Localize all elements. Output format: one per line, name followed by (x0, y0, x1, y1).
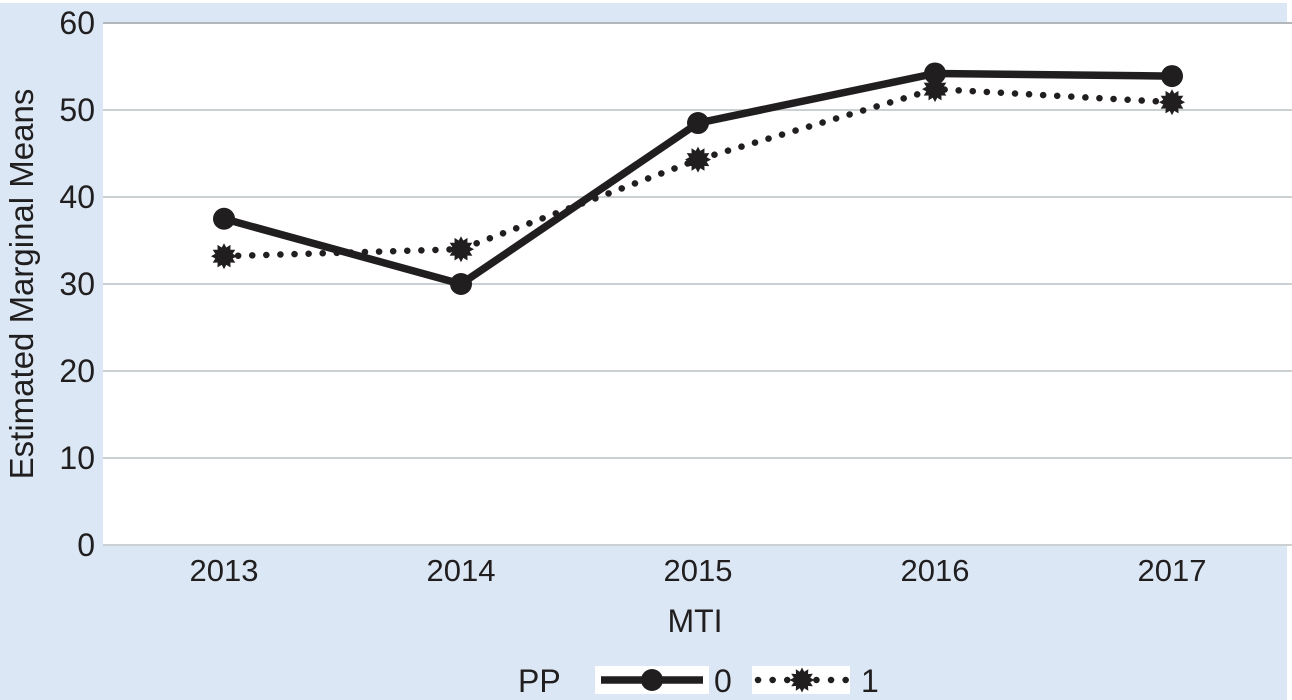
marker-circle-pp0-2013 (213, 207, 235, 230)
marker-star-pp1-2014 (448, 236, 474, 263)
marker-circle-pp0-2017 (1161, 65, 1183, 88)
x-tick-label-2017: 2017 (1138, 553, 1207, 588)
series-layer (211, 62, 1185, 295)
legend-title: PP (518, 663, 561, 699)
y-tick-label-40: 40 (59, 179, 95, 215)
gridlines (103, 22, 1292, 546)
y-tick-label-50: 50 (59, 92, 95, 128)
legend-line-sample-dotted (754, 667, 850, 693)
legend-sample-marker-star (789, 667, 815, 693)
marker-star-pp1-2013 (211, 243, 237, 270)
legend: PP 0 1 (518, 663, 879, 699)
legend-label-series-1: 1 (861, 663, 879, 699)
x-axis-tick-labels: 2013 2014 2015 2016 2017 (190, 553, 1207, 588)
marker-star-pp1-2015 (685, 146, 711, 173)
marker-circle-pp0-2014 (450, 273, 472, 295)
x-tick-label-2015: 2015 (664, 553, 733, 588)
y-tick-label-0: 0 (77, 527, 95, 563)
x-axis-title: MTI (667, 603, 722, 639)
x-tick-label-2014: 2014 (427, 553, 496, 588)
y-tick-label-60: 60 (59, 5, 95, 41)
y-tick-label-10: 10 (59, 440, 95, 476)
marker-star-pp1-2017 (1159, 89, 1185, 116)
y-axis-tick-labels: 0 10 20 30 40 50 60 (59, 5, 95, 563)
legend-line-sample-solid (601, 669, 703, 691)
y-axis-title: Estimated Marginal Means (3, 89, 40, 480)
marker-circle-pp0-2015 (687, 112, 709, 135)
legend-sample-marker-circle (641, 669, 663, 691)
legend-label-series-0: 0 (714, 663, 732, 699)
x-tick-label-2013: 2013 (190, 553, 259, 588)
x-tick-label-2016: 2016 (901, 553, 970, 588)
y-tick-label-20: 20 (59, 353, 95, 389)
y-tick-label-30: 30 (59, 266, 95, 302)
marker-star-pp1-2016 (922, 76, 948, 103)
